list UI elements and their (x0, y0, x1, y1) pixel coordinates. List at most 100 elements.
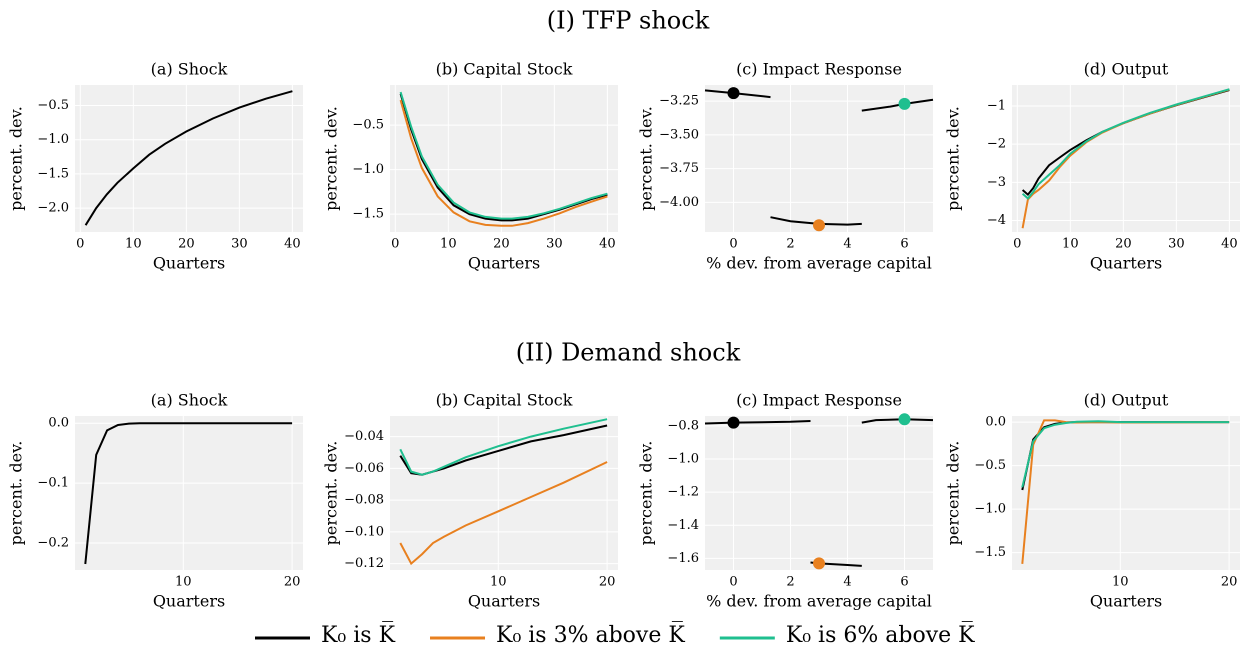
series-line (399, 461, 608, 566)
y-tick-label: −0.08 (344, 493, 384, 508)
series-line (1021, 420, 1230, 488)
y-axis-label: percent. dev. (637, 441, 656, 546)
plot-area (705, 416, 933, 570)
y-tick-label: −1.5 (37, 166, 69, 181)
y-tick-label: −1.0 (974, 502, 1006, 517)
x-tick-label: 20 (493, 237, 510, 252)
y-tick-label: −0.2 (37, 536, 69, 551)
x-axis-label: Quarters (1090, 254, 1162, 273)
x-tick-label: 20 (178, 237, 195, 252)
y-tick-label: −2 (987, 137, 1006, 152)
y-tick-label: −0.10 (344, 524, 384, 539)
x-tick-label: 10 (125, 237, 142, 252)
x-tick-label: 10 (1062, 237, 1079, 252)
point (727, 87, 740, 100)
plot-area (75, 85, 303, 232)
x-tick-label: 40 (1221, 237, 1238, 252)
x-tick-label: 10 (490, 575, 507, 590)
y-tick-label: −1.0 (352, 162, 384, 177)
x-tick-label: 2 (786, 237, 794, 252)
legend-label: K₀ is K̅ (321, 621, 396, 645)
plot-area (390, 416, 618, 570)
x-tick-label: 10 (1112, 575, 1129, 590)
series-line (84, 90, 293, 226)
x-axis-label: Quarters (153, 254, 225, 273)
x-tick-label: 40 (284, 237, 301, 252)
y-tick-label: −0.5 (37, 98, 69, 113)
x-tick-label: 10 (440, 237, 457, 252)
x-tick-label: 0 (391, 237, 399, 252)
panel-title: (c) Impact Response (736, 391, 902, 410)
panel-title: (d) Output (1084, 391, 1169, 410)
plot-area (390, 85, 618, 232)
series-line (399, 91, 608, 220)
y-tick-label: −1.5 (352, 207, 384, 222)
y-tick-label: −1.2 (667, 485, 699, 500)
point (898, 413, 911, 426)
x-tick-label: 10 (175, 575, 192, 590)
series-line (399, 418, 608, 476)
y-tick-label: −3.75 (659, 161, 699, 176)
plot-area (75, 416, 303, 570)
series-line (1021, 88, 1230, 200)
y-tick-label: −1.6 (667, 551, 699, 566)
panel-title: (b) Capital Stock (436, 60, 573, 79)
x-tick-label: 6 (900, 575, 908, 590)
legend-label: K₀ is 6% above K̅ (786, 621, 975, 645)
x-axis-label: Quarters (153, 592, 225, 611)
panel-title: (c) Impact Response (736, 60, 902, 79)
x-tick-label: 20 (1221, 575, 1238, 590)
x-tick-label: 30 (546, 237, 563, 252)
x-tick-label: 0 (729, 575, 737, 590)
x-tick-label: 40 (599, 237, 616, 252)
y-tick-label: −3.25 (659, 94, 699, 109)
y-axis-label: percent. dev. (637, 106, 656, 211)
y-tick-label: 0.0 (48, 416, 69, 431)
x-tick-label: 4 (843, 237, 851, 252)
point (727, 416, 740, 429)
panel-title: (d) Output (1084, 60, 1169, 79)
plot-area (1012, 85, 1240, 232)
y-tick-label: 0.0 (985, 415, 1006, 430)
x-axis-label: % dev. from average capital (706, 592, 932, 611)
series-line (399, 99, 608, 227)
y-axis-label: percent. dev. (944, 106, 963, 211)
y-tick-label: −0.12 (344, 556, 384, 571)
y-tick-label: −4.00 (659, 195, 699, 210)
legend-label: K₀ is 3% above K̅ (496, 621, 685, 645)
y-axis-label: percent. dev. (322, 106, 341, 211)
x-tick-label: 0 (729, 237, 737, 252)
y-axis-label: percent. dev. (322, 441, 341, 546)
x-tick-label: 4 (843, 575, 851, 590)
y-axis-label: percent. dev. (944, 441, 963, 546)
x-tick-label: 20 (599, 575, 616, 590)
y-tick-label: −0.5 (352, 118, 384, 133)
x-tick-label: 30 (1168, 237, 1185, 252)
y-tick-label: −1.4 (667, 518, 699, 533)
plot-area (1012, 416, 1240, 570)
plot-area (705, 85, 933, 232)
x-tick-label: 30 (231, 237, 248, 252)
y-tick-label: −0.06 (344, 461, 384, 476)
y-tick-label: −0.04 (344, 429, 384, 444)
y-tick-label: −2.0 (37, 201, 69, 216)
section-title: (II) Demand shock (516, 339, 741, 367)
y-tick-label: −3.50 (659, 127, 699, 142)
y-tick-label: −3 (987, 175, 1006, 190)
x-tick-label: 2 (786, 575, 794, 590)
x-tick-label: 20 (284, 575, 301, 590)
y-axis-label: percent. dev. (7, 106, 26, 211)
panel-title: (b) Capital Stock (436, 391, 573, 410)
y-tick-label: −1.0 (37, 132, 69, 147)
panel-title: (a) Shock (151, 391, 228, 410)
x-axis-label: Quarters (468, 592, 540, 611)
x-axis-label: Quarters (1090, 592, 1162, 611)
y-tick-label: −0.1 (37, 476, 69, 491)
y-tick-label: −0.8 (667, 418, 699, 433)
x-axis-label: Quarters (468, 254, 540, 273)
point (813, 219, 825, 232)
y-tick-label: −1.0 (667, 452, 699, 467)
panel-title: (a) Shock (151, 60, 228, 79)
